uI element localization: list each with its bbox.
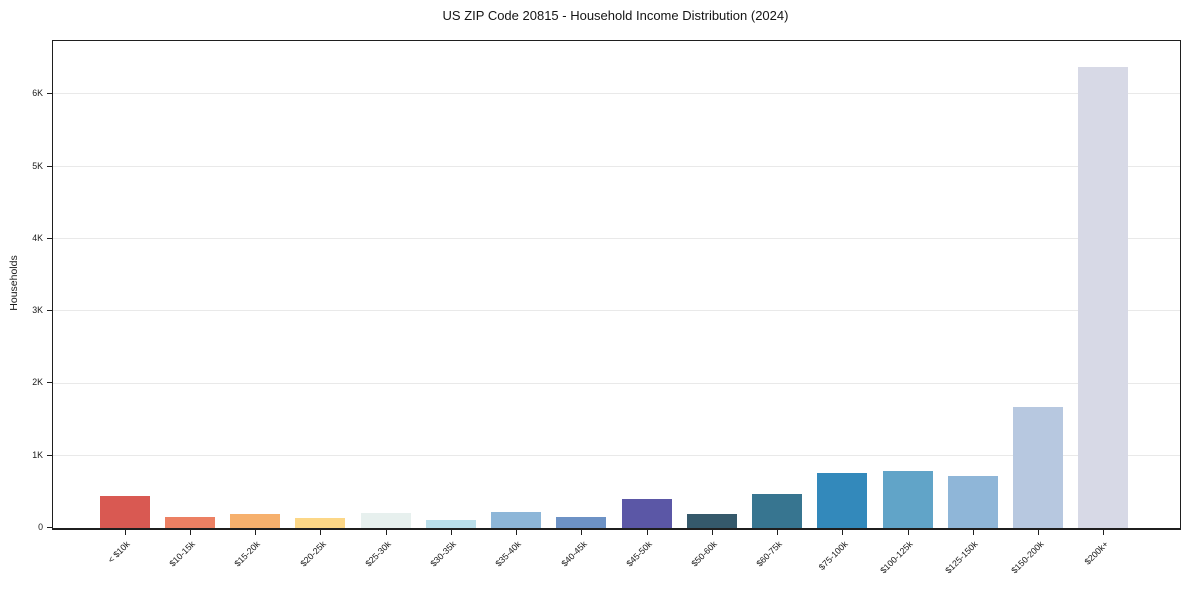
x-tick-label: $150-200k bbox=[1008, 539, 1046, 576]
bar-slot: < $10k bbox=[92, 41, 157, 565]
bar-$60-75k bbox=[752, 493, 803, 528]
bar-slot: $50-60k bbox=[679, 41, 744, 569]
gridline-3000 bbox=[53, 310, 1180, 312]
bar-$100-125k bbox=[882, 470, 933, 528]
bar-slot: $100-125k bbox=[875, 41, 940, 575]
bar-slot: $45-50k bbox=[614, 41, 679, 569]
x-tick-label: $10-15k bbox=[167, 539, 197, 569]
gridline-2000 bbox=[53, 382, 1180, 384]
x-tick-label: $20-25k bbox=[297, 539, 328, 569]
x-tick-label: $45-50k bbox=[624, 539, 654, 569]
bar-slot: $10-15k bbox=[157, 41, 222, 569]
chart-title: US ZIP Code 20815 - Household Income Dis… bbox=[442, 8, 789, 23]
y-tick-label: 5K bbox=[32, 160, 43, 171]
x-tick-label: $75-100k bbox=[816, 539, 850, 573]
x-tick-mark bbox=[646, 530, 648, 535]
bar-slot: $30-35k bbox=[418, 41, 483, 569]
x-tick-mark bbox=[842, 530, 844, 535]
y-tick-mark bbox=[47, 93, 52, 95]
y-tick-label: 4K bbox=[32, 232, 43, 243]
gridline-4000 bbox=[53, 237, 1180, 239]
x-tick-mark bbox=[581, 530, 583, 535]
y-tick-label: 1K bbox=[32, 449, 43, 460]
plot-area: < $10k $10-15k $15-20k $20-25k $25-30k $30-35… bbox=[52, 40, 1181, 575]
bar-slot: $125-150k bbox=[940, 41, 1005, 575]
bar-$10-15k bbox=[164, 517, 215, 528]
y-tick-label: 3K bbox=[32, 305, 43, 316]
x-tick-label: $100-125k bbox=[878, 539, 915, 576]
y-tick-label: 6K bbox=[32, 88, 43, 99]
x-tick-label: $60-75k bbox=[754, 539, 785, 569]
x-tick-mark bbox=[907, 530, 909, 535]
y-axis-label: Households bbox=[8, 255, 20, 311]
gridline-1000 bbox=[53, 454, 1180, 456]
x-tick-mark bbox=[124, 530, 126, 535]
bar-$25-30k bbox=[360, 513, 411, 528]
bar-$15-20k bbox=[230, 514, 281, 528]
y-tick-mark bbox=[47, 165, 52, 167]
bar-slot: $40-45k bbox=[549, 41, 614, 569]
x-tick-label: $40-45k bbox=[558, 539, 589, 569]
x-tick-label: $25-30k bbox=[363, 539, 393, 569]
bar-slot: $60-75k bbox=[745, 41, 810, 569]
bar-slot: $150-200k bbox=[1006, 41, 1071, 575]
x-tick-label: $125-150k bbox=[943, 539, 980, 576]
y-tick-mark bbox=[47, 237, 52, 239]
bar-$150-200k bbox=[1013, 407, 1064, 528]
x-tick-mark bbox=[516, 530, 518, 535]
bar-$75-100k bbox=[817, 473, 868, 528]
bar-slot: $200k+ bbox=[1071, 41, 1136, 567]
bar-$50-60k bbox=[686, 514, 737, 528]
bar-slot: $35-40k bbox=[484, 41, 549, 569]
y-tick-mark bbox=[47, 310, 52, 312]
x-tick-label: $200k+ bbox=[1082, 539, 1111, 567]
x-tick-mark bbox=[320, 530, 322, 535]
x-tick-mark bbox=[1038, 530, 1040, 535]
bar-slot: $20-25k bbox=[288, 41, 353, 569]
x-tick-mark bbox=[711, 530, 713, 535]
x-tick-mark bbox=[972, 530, 974, 535]
y-tick-label: 0 bbox=[38, 522, 43, 532]
x-tick-mark bbox=[385, 530, 387, 535]
bar-$35-40k bbox=[491, 512, 542, 528]
bar-$30-35k bbox=[425, 520, 476, 528]
bar-slot: $25-30k bbox=[353, 41, 418, 569]
y-tick-mark bbox=[47, 382, 52, 384]
bar-slot: $15-20k bbox=[223, 41, 288, 569]
y-tick-label: 2K bbox=[32, 377, 43, 388]
bar-< $10k bbox=[99, 495, 150, 528]
bar-$20-25k bbox=[295, 517, 346, 528]
x-tick-label: $50-60k bbox=[689, 539, 719, 569]
bar-$45-50k bbox=[621, 499, 672, 528]
x-tick-mark bbox=[777, 530, 779, 535]
bar-$200k+ bbox=[1078, 67, 1129, 528]
bar-$125-150k bbox=[947, 475, 998, 528]
gridline-5000 bbox=[53, 165, 1180, 167]
x-tick-label: $30-35k bbox=[428, 539, 458, 569]
x-tick-label: $15-20k bbox=[232, 539, 263, 569]
x-tick-mark bbox=[189, 530, 191, 535]
y-tick-mark bbox=[47, 527, 52, 528]
bar-$40-45k bbox=[556, 516, 607, 528]
x-tick-mark bbox=[1103, 530, 1105, 535]
x-tick-mark bbox=[450, 530, 452, 535]
x-tick-mark bbox=[255, 530, 257, 535]
gridline-6000 bbox=[53, 93, 1180, 95]
x-tick-label: $35-40k bbox=[493, 539, 524, 569]
bar-slot: $75-100k bbox=[810, 41, 875, 572]
bars-container: < $10k $10-15k $15-20k $20-25k $25-30k $30-35… bbox=[53, 41, 1180, 575]
x-tick-label: < $10k bbox=[105, 539, 132, 565]
y-tick-mark bbox=[47, 454, 52, 456]
